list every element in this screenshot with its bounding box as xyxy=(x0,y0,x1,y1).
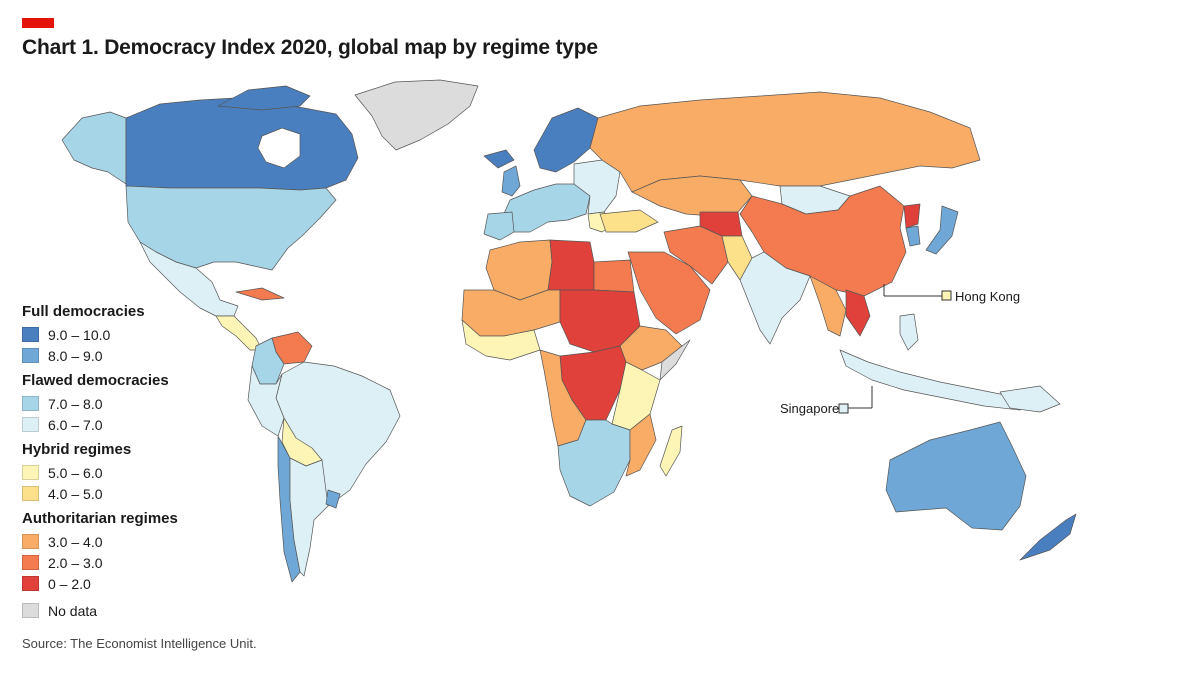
region-papua xyxy=(999,385,1061,413)
region-russia xyxy=(589,91,981,193)
region-iberia xyxy=(483,211,515,241)
region-egypt xyxy=(593,259,635,293)
water-hudson-bay xyxy=(257,127,301,169)
legend-group: Authoritarian regimes 3.0 – 4.0 2.0 – 3.0 0… xyxy=(22,510,222,594)
legend-item: 8.0 – 9.0 xyxy=(22,345,222,366)
region-uk xyxy=(501,165,521,197)
legend-swatch xyxy=(22,534,39,549)
legend-item-no-data: No data xyxy=(22,600,222,621)
region-south-korea xyxy=(905,225,921,247)
region-myanmar-region xyxy=(809,275,847,337)
region-vietnam xyxy=(845,289,871,337)
legend-item: 3.0 – 4.0 xyxy=(22,531,222,552)
legend-label: 4.0 – 5.0 xyxy=(48,485,103,502)
region-china xyxy=(739,185,907,297)
region-mozambique xyxy=(625,413,657,477)
legend-item: 4.0 – 5.0 xyxy=(22,483,222,504)
region-libya xyxy=(547,239,595,291)
legend-group-title: Flawed democracies xyxy=(22,372,169,389)
legend-label: 3.0 – 4.0 xyxy=(48,533,103,550)
source-note: Source: The Economist Intelligence Unit. xyxy=(22,636,257,651)
brand-accent-bar xyxy=(22,18,54,28)
singapore-label: Singapore xyxy=(780,401,839,416)
legend-group: Hybrid regimes 5.0 – 6.0 4.0 – 5.0 xyxy=(22,441,222,504)
legend-swatch xyxy=(22,348,39,363)
callout-singapore: Singapore xyxy=(780,386,873,416)
region-japan xyxy=(925,205,959,255)
region-mexico xyxy=(139,241,239,317)
legend-swatch xyxy=(22,555,39,570)
region-philippines xyxy=(899,313,919,351)
region-canada xyxy=(125,97,359,191)
region-australia xyxy=(885,421,1027,531)
legend-swatch xyxy=(22,417,39,432)
legend-label: 7.0 – 8.0 xyxy=(48,395,103,412)
legend-swatch xyxy=(22,486,39,501)
region-canada-islands xyxy=(217,85,311,111)
legend-label: 8.0 – 9.0 xyxy=(48,347,103,364)
region-peru xyxy=(247,365,285,437)
region-kazakhstan xyxy=(631,175,753,217)
singapore-swatch xyxy=(838,403,849,414)
hong-kong-label: Hong Kong xyxy=(955,289,1020,304)
legend-swatch xyxy=(22,327,39,342)
legend-swatch xyxy=(22,396,39,411)
region-north-korea xyxy=(903,203,921,229)
legend-group-title: Authoritarian regimes xyxy=(22,510,178,527)
legend-item: 9.0 – 10.0 xyxy=(22,324,222,345)
region-india xyxy=(739,251,811,345)
legend-label: No data xyxy=(48,602,98,619)
region-indonesia xyxy=(839,349,1031,411)
legend-group-title: Full democracies xyxy=(22,303,145,320)
region-somalia xyxy=(659,339,691,381)
legend-swatch xyxy=(22,603,39,618)
legend-label: 5.0 – 6.0 xyxy=(48,464,103,481)
legend-label: 9.0 – 10.0 xyxy=(48,326,111,343)
callout-hong-kong: Hong Kong xyxy=(883,284,1020,304)
region-new-zealand xyxy=(1019,513,1077,561)
legend-group: Flawed democracies 7.0 – 8.0 6.0 – 7.0 xyxy=(22,372,222,435)
legend-label: 6.0 – 7.0 xyxy=(48,416,103,433)
region-sahel xyxy=(461,289,561,337)
legend-label: 0 – 2.0 xyxy=(48,575,91,592)
legend: Full democracies 9.0 – 10.0 8.0 – 9.0 Flawe… xyxy=(22,303,222,621)
legend-item: 7.0 – 8.0 xyxy=(22,393,222,414)
region-alaska xyxy=(61,111,127,185)
legend-group-title: Hybrid regimes xyxy=(22,441,132,458)
legend-group: Full democracies 9.0 – 10.0 8.0 – 9.0 xyxy=(22,303,222,366)
region-madagascar xyxy=(659,425,683,477)
chart-title: Chart 1. Democracy Index 2020, global ma… xyxy=(22,36,598,59)
legend-item: 6.0 – 7.0 xyxy=(22,414,222,435)
legend-item: 2.0 – 3.0 xyxy=(22,552,222,573)
hong-kong-swatch xyxy=(941,290,952,301)
legend-label: 2.0 – 3.0 xyxy=(48,554,103,571)
legend-item: 0 – 2.0 xyxy=(22,573,222,594)
region-uruguay xyxy=(325,489,341,509)
region-central-america xyxy=(215,315,263,351)
legend-swatch xyxy=(22,576,39,591)
region-turkey xyxy=(599,209,659,233)
region-arabia xyxy=(627,251,711,335)
region-argentina xyxy=(289,457,329,577)
region-cuba xyxy=(235,287,285,301)
legend-swatch xyxy=(22,465,39,480)
region-iceland xyxy=(483,149,515,169)
region-greenland xyxy=(354,79,479,151)
legend-item: 5.0 – 6.0 xyxy=(22,462,222,483)
